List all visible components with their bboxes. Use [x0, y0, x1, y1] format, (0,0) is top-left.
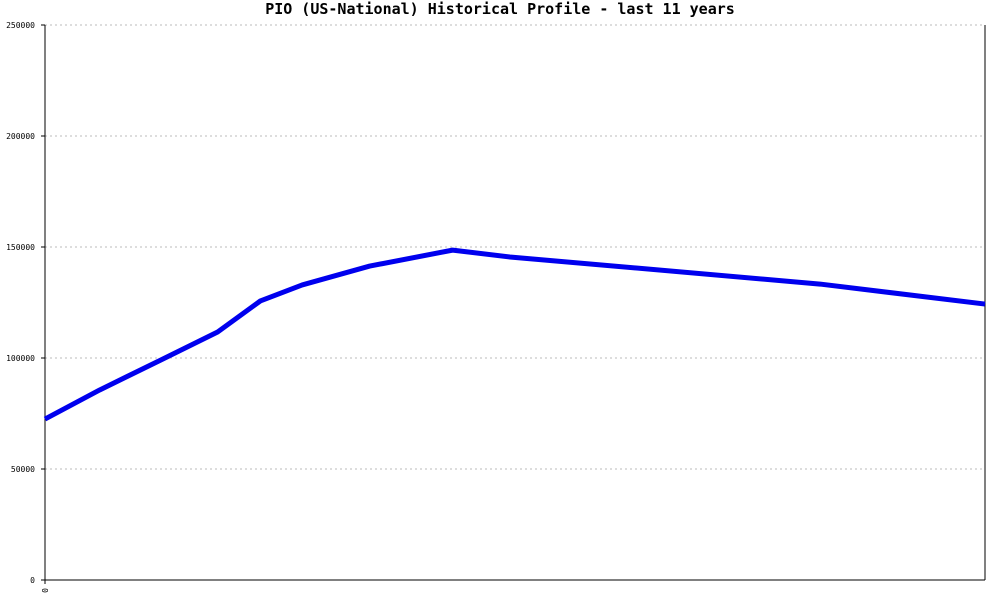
- y-tick-label: 50000: [11, 465, 35, 474]
- y-tick-label: 250000: [6, 21, 35, 30]
- y-tick-label: 0: [30, 576, 35, 585]
- y-tick-label: 200000: [6, 132, 35, 141]
- data-line: [43, 247, 986, 422]
- x-tick-label: 0: [41, 588, 50, 593]
- y-tick-label: 150000: [6, 243, 35, 252]
- y-tick-label: 100000: [6, 354, 35, 363]
- chart-title: PIO (US-National) Historical Profile - l…: [265, 0, 735, 18]
